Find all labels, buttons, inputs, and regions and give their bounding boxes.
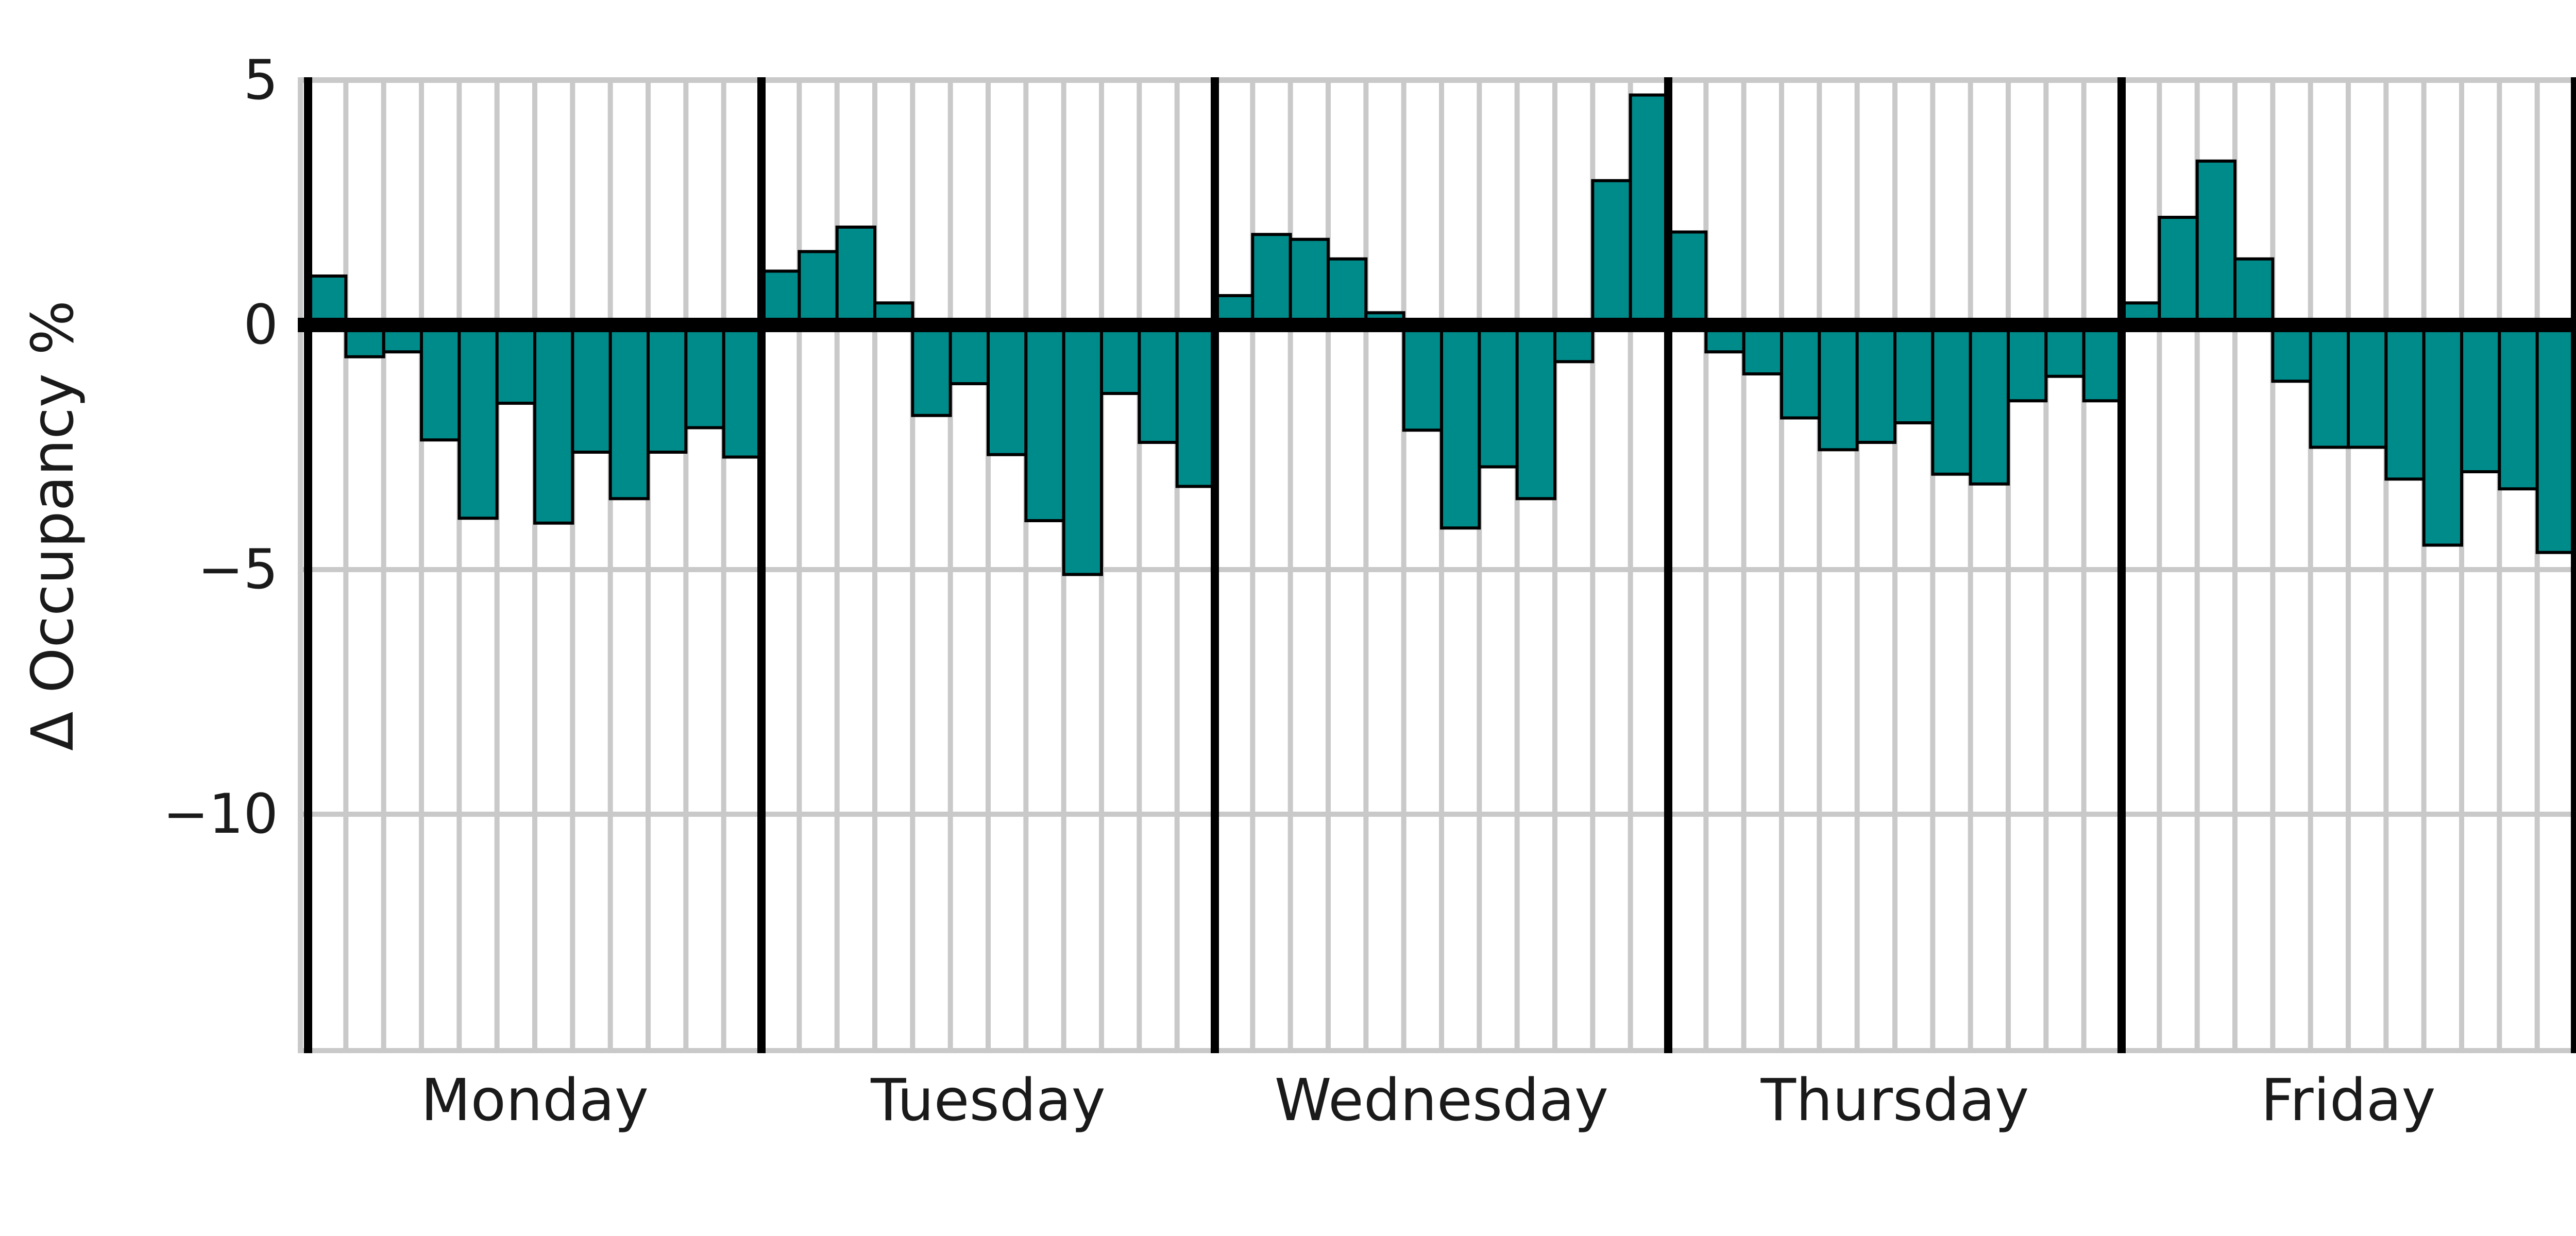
bar bbox=[1629, 93, 1670, 327]
bar bbox=[457, 323, 499, 520]
bar bbox=[1969, 323, 2010, 486]
y-tick-label: 0 bbox=[243, 293, 278, 356]
y-tick-label: 5 bbox=[243, 48, 278, 112]
bar bbox=[1289, 237, 1330, 327]
bar bbox=[835, 226, 876, 327]
bar bbox=[722, 323, 764, 459]
bar bbox=[2158, 216, 2199, 327]
bar bbox=[2309, 323, 2350, 449]
bar bbox=[647, 323, 688, 454]
bar bbox=[1742, 323, 1784, 375]
bar bbox=[2195, 159, 2237, 327]
bar bbox=[2271, 323, 2312, 383]
x-tick-label-monday: Monday bbox=[420, 1067, 649, 1134]
bar bbox=[1893, 323, 1935, 424]
x-tick-label-tuesday: Tuesday bbox=[871, 1067, 1106, 1134]
bar bbox=[2384, 323, 2426, 481]
x-tick-label-thursday: Thursday bbox=[1760, 1067, 2029, 1134]
bar bbox=[1780, 323, 1821, 420]
bar bbox=[2007, 323, 2048, 403]
bar bbox=[2422, 323, 2463, 547]
bar bbox=[1327, 257, 1368, 327]
bar bbox=[684, 323, 725, 430]
x-tick-label-wednesday: Wednesday bbox=[1274, 1067, 1609, 1134]
bar bbox=[2460, 323, 2501, 473]
bar bbox=[2044, 323, 2086, 378]
bar bbox=[1175, 323, 1216, 488]
plot-area bbox=[298, 77, 2576, 1053]
bar bbox=[1062, 323, 1103, 576]
bar bbox=[948, 323, 990, 385]
bar bbox=[1931, 323, 1972, 476]
y-axis-title: Δ Occupancy % bbox=[20, 300, 87, 751]
bar bbox=[1667, 230, 1708, 327]
bar bbox=[2498, 323, 2539, 491]
bar bbox=[2233, 257, 2275, 327]
bar bbox=[608, 323, 650, 501]
bar bbox=[1855, 323, 1897, 444]
bar bbox=[2535, 323, 2576, 554]
bar bbox=[1478, 323, 1519, 469]
bar bbox=[1138, 323, 1179, 444]
bar bbox=[571, 323, 612, 454]
y-tick-label: −5 bbox=[197, 538, 278, 601]
bar bbox=[420, 323, 461, 442]
bar bbox=[2082, 323, 2124, 403]
bar bbox=[987, 323, 1028, 456]
bar bbox=[1100, 323, 1141, 395]
bar bbox=[1251, 233, 1292, 327]
bar bbox=[495, 323, 536, 405]
bar bbox=[1440, 323, 1481, 530]
bar bbox=[307, 274, 348, 327]
bar bbox=[2347, 323, 2388, 449]
day-divider-lines bbox=[304, 77, 2576, 1053]
bar bbox=[911, 323, 952, 417]
bar bbox=[1591, 179, 1632, 327]
bar bbox=[1024, 323, 1065, 522]
y-tick-label: −10 bbox=[163, 782, 278, 846]
bar bbox=[1402, 323, 1444, 432]
x-tick-label-friday: Friday bbox=[2261, 1067, 2436, 1134]
plot-svg bbox=[298, 77, 2576, 1053]
bar bbox=[1818, 323, 1859, 452]
bar bbox=[1515, 323, 1557, 501]
bar bbox=[760, 269, 801, 327]
bar bbox=[798, 250, 839, 327]
bar bbox=[533, 323, 574, 525]
